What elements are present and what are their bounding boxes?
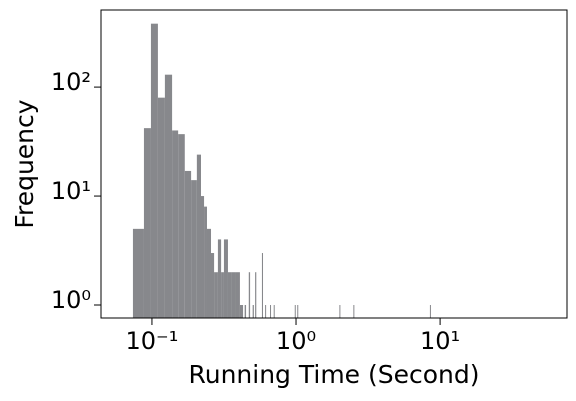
x-tick-label: 10⁰ (276, 327, 316, 355)
bar (214, 272, 218, 318)
bar (248, 272, 251, 318)
bar (231, 272, 236, 318)
bar (297, 305, 299, 318)
bar (255, 272, 257, 318)
y-tick-label: 10² (51, 68, 91, 96)
bar (132, 228, 144, 318)
bar (265, 305, 267, 318)
bar (252, 305, 254, 318)
bar (273, 305, 275, 318)
bar (429, 305, 431, 318)
y-tick-label: 10⁰ (51, 286, 91, 314)
bar (227, 272, 232, 318)
bar (261, 253, 264, 318)
bar (294, 305, 296, 318)
bar (211, 253, 215, 318)
bar (184, 170, 192, 318)
bar (157, 97, 165, 318)
bar (196, 154, 201, 318)
x-tick-label: 10¹ (420, 327, 460, 355)
bar (200, 196, 205, 318)
bar (217, 239, 222, 318)
bar (204, 206, 207, 318)
y-axis-label: Frequency (10, 99, 39, 228)
bar (143, 128, 151, 318)
bar (206, 228, 212, 318)
bar (244, 305, 247, 318)
bar (178, 134, 185, 318)
bar (270, 305, 272, 318)
bar (221, 272, 224, 318)
bar (239, 305, 244, 318)
bar (172, 130, 179, 318)
x-tick-label: 10⁻¹ (126, 327, 179, 355)
plot-frame (100, 9, 568, 319)
bar (223, 239, 228, 318)
x-axis-label: Running Time (Second) (188, 360, 479, 389)
y-tick-label: 10¹ (51, 177, 91, 205)
bar (150, 23, 158, 318)
bar (164, 74, 173, 318)
bar (191, 180, 197, 318)
bars (132, 23, 431, 318)
bar (353, 305, 355, 318)
bar (339, 305, 341, 318)
bar (235, 272, 240, 318)
